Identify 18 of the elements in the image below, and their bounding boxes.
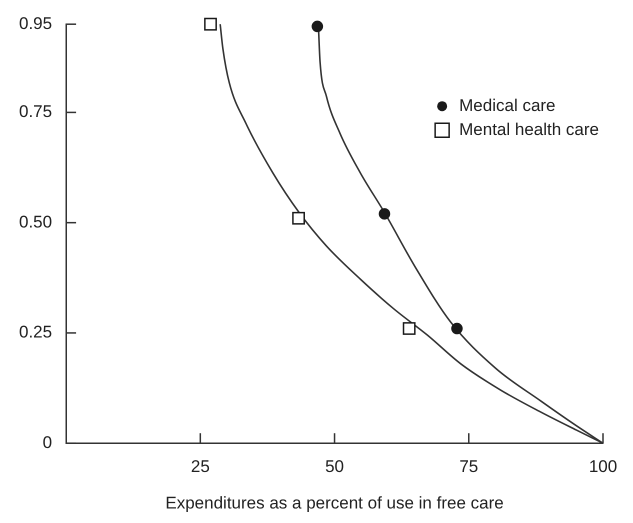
x-tick-label: 50 [325, 457, 344, 476]
point [292, 212, 305, 225]
x-tick-label: 25 [190, 457, 210, 476]
point [204, 18, 217, 31]
point [312, 20, 324, 32]
point [451, 322, 463, 334]
y-tick-label: 0 [42, 432, 52, 452]
point [378, 208, 390, 220]
y-tick-label: 0.95 [18, 14, 52, 33]
legend-label: Mental health care [459, 120, 600, 139]
point [402, 322, 416, 335]
x-tick-label: 100 [588, 457, 618, 476]
x-tick-label: 75 [459, 457, 478, 476]
x-axis-title: Expenditures as a percent of use in free care [165, 493, 504, 512]
y-tick-label: 0.50 [18, 212, 52, 232]
y-tick-label: 0.75 [18, 102, 52, 122]
y-tick-label: 0.25 [18, 322, 52, 342]
legend-label: Medical care [459, 96, 556, 115]
